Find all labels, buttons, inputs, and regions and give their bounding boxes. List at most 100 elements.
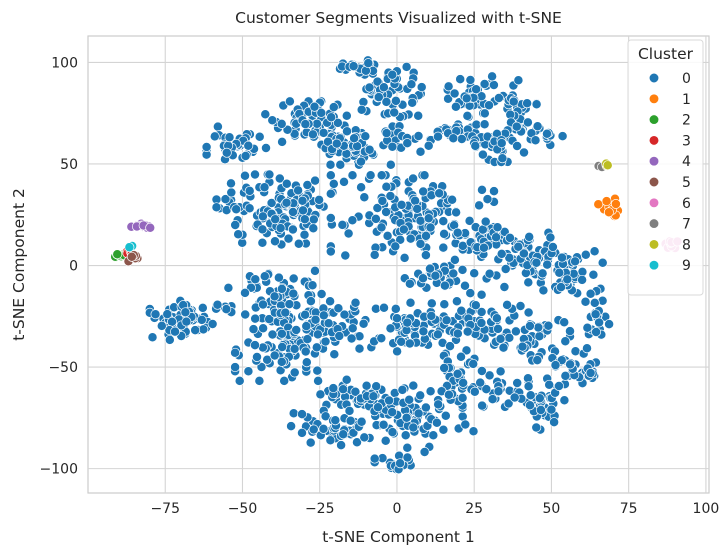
data-point [471,119,482,130]
data-point [476,318,487,328]
data-point [580,296,591,307]
data-point [474,200,485,211]
data-point [430,270,441,281]
data-point [150,309,161,320]
data-point [307,280,318,291]
data-point [412,203,423,214]
data-point [468,426,479,437]
data-point [259,271,270,282]
data-point [387,427,398,438]
y-tick-label: −50 [48,360,78,376]
data-point [559,395,570,406]
data-point [431,417,442,428]
data-point [370,213,381,224]
data-point [196,314,207,325]
data-point [479,79,490,89]
data-point [180,307,191,318]
data-point [503,398,514,409]
data-point [479,108,490,119]
data-point [457,392,468,403]
data-point [465,288,476,299]
data-point [356,156,366,167]
legend-entry: 3 [648,133,691,149]
data-point [492,222,503,233]
data-point [591,327,602,337]
data-point [201,142,212,152]
data-point [405,233,416,244]
data-point [331,138,342,149]
data-point [402,442,413,453]
legend-entry: 0 [648,71,691,87]
data-point [415,215,426,226]
data-point [312,365,323,376]
data-point [465,75,476,85]
data-point [448,268,459,279]
x-tick-label: −25 [305,501,335,517]
data-point [418,326,429,337]
data-point [410,195,421,206]
data-point [387,141,398,152]
data-point [124,242,135,253]
data-point [276,356,287,367]
data-point [462,326,473,337]
data-point [281,178,292,189]
data-point [452,328,463,339]
data-point [402,452,413,463]
data-point [266,198,277,208]
data-point [482,194,493,205]
data-point [373,402,383,413]
data-point [522,117,533,128]
data-point [470,300,481,311]
data-point [301,321,312,332]
data-point [354,343,365,354]
data-point [590,309,601,320]
data-point [413,408,424,419]
data-point [220,194,231,205]
data-point [477,184,487,195]
data-point [469,386,480,397]
data-point [544,379,555,390]
data-point [396,199,407,210]
data-point [450,101,461,112]
data-point [257,224,268,235]
data-point [449,88,460,99]
data-point [604,319,615,330]
data-point [559,317,570,328]
data-point [531,422,542,433]
data-point [288,207,298,217]
y-axis-ticks: −100 −50 0 50 100 [40,55,78,477]
data-point [496,248,507,259]
data-point [279,375,290,386]
data-point [428,430,439,441]
data-point [329,349,340,360]
data-point [418,273,428,284]
data-point [449,254,460,265]
data-point [497,153,508,164]
data-point [156,320,167,331]
data-point [500,264,511,274]
data-point [379,302,389,313]
data-point [301,357,312,368]
data-point [413,110,424,121]
data-point [364,82,375,93]
data-point [420,250,431,261]
data-point [451,296,462,307]
data-point [261,143,271,153]
data-point [532,121,543,132]
data-point [502,299,513,310]
data-point [415,146,426,157]
data-point [284,96,295,107]
data-point [461,345,472,356]
data-point [438,424,449,435]
data-point [343,228,354,239]
data-point [535,405,546,415]
data-point [468,358,479,369]
data-point [538,285,549,296]
data-point [297,195,308,206]
data-point [162,309,173,320]
data-point [476,366,487,376]
data-point [302,334,313,345]
data-point [594,317,605,328]
data-point [390,303,401,314]
